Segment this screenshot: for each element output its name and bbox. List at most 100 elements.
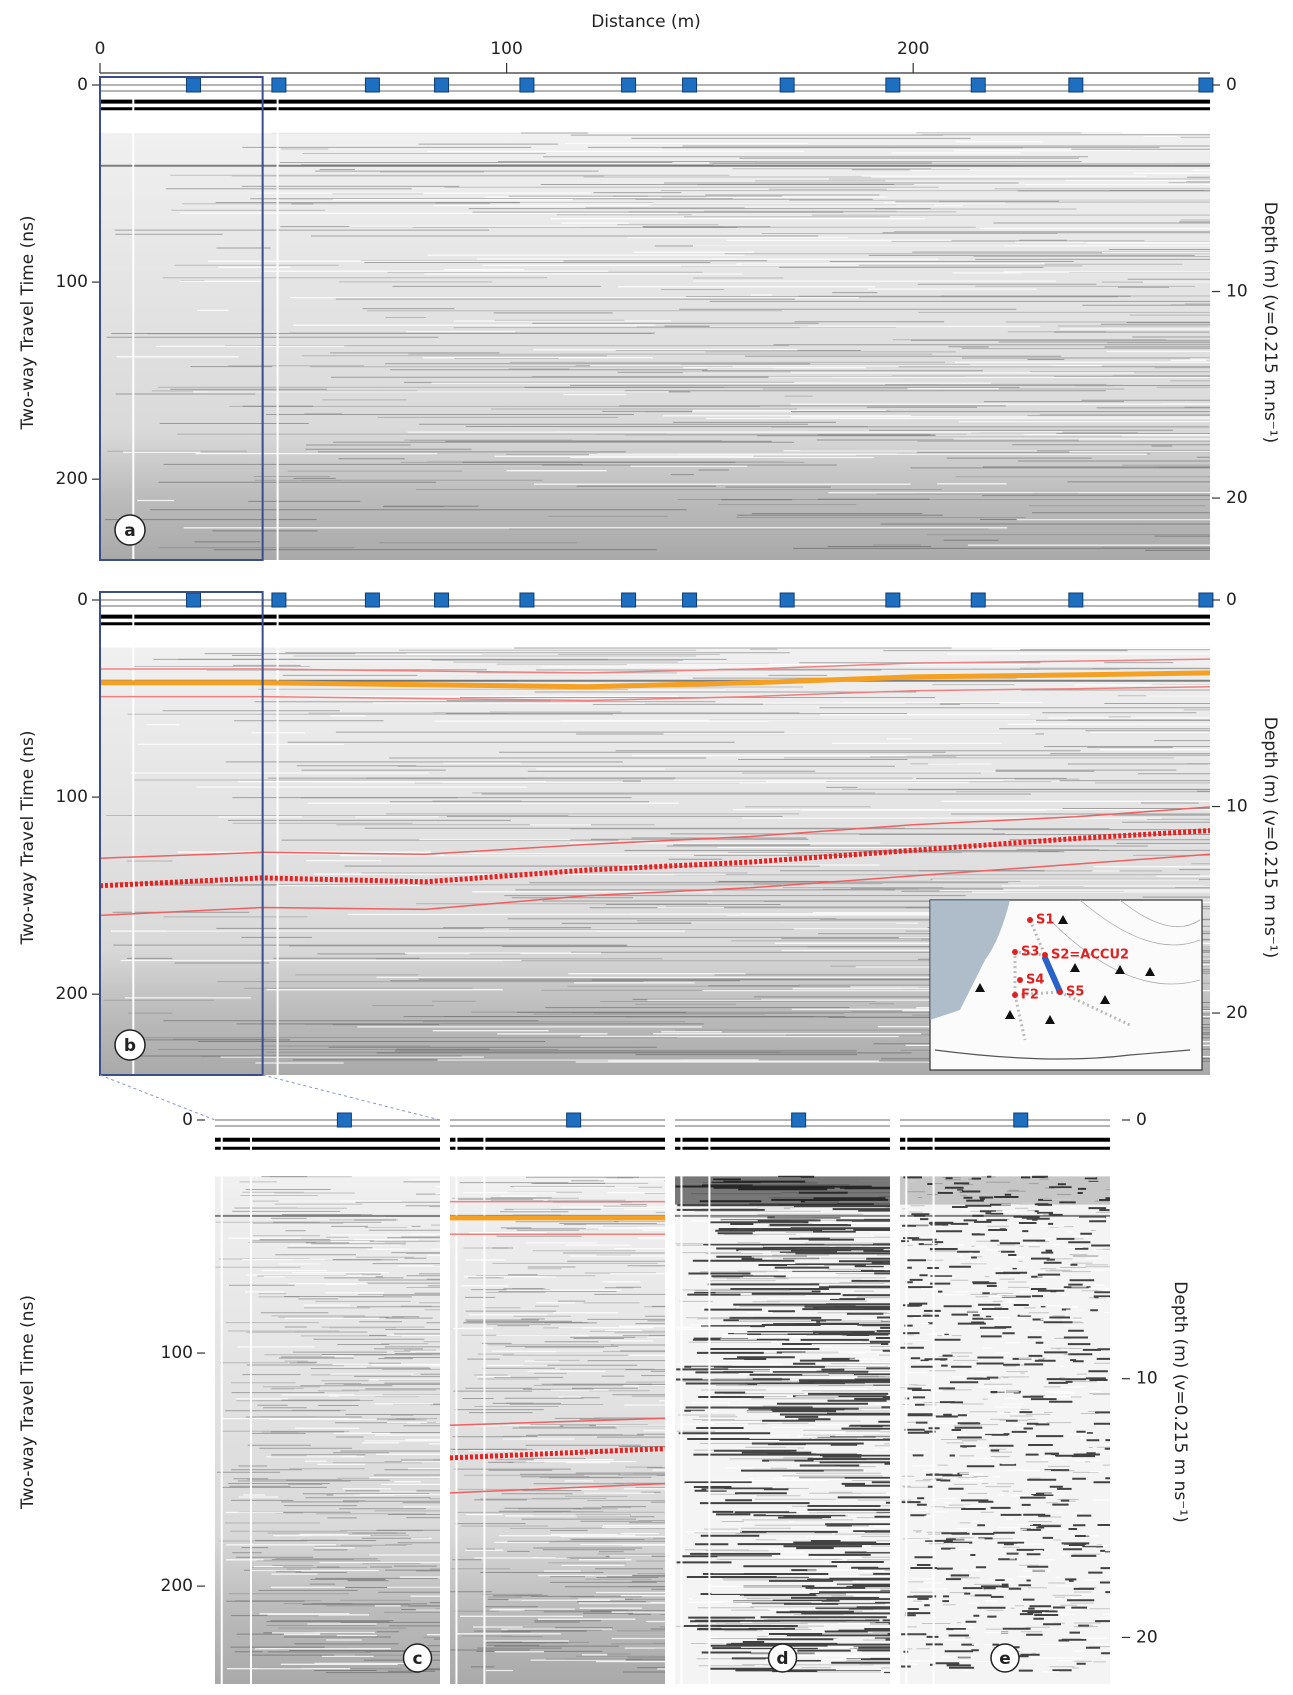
reflection-mid xyxy=(900,1176,1110,1669)
survey-marker xyxy=(1068,77,1084,93)
radargram xyxy=(450,1119,665,1684)
reflection-white xyxy=(222,1178,440,1670)
horizon xyxy=(100,670,1210,690)
inset-contours xyxy=(1049,899,1201,985)
panel-label: b xyxy=(124,1036,136,1056)
radargram xyxy=(100,84,1210,560)
y2-axis-title: Depth (m) (v=0.215 m.ns⁻¹) xyxy=(1260,202,1280,443)
survey-marker xyxy=(566,1112,582,1128)
inset-triangle xyxy=(1115,965,1125,974)
y-tick-label: 0 xyxy=(77,590,88,610)
survey-marker xyxy=(779,77,795,93)
y-tick-label: 200 xyxy=(56,469,88,489)
survey-marker xyxy=(336,1112,352,1128)
radargram xyxy=(900,1119,1110,1684)
inset-triangle xyxy=(1070,963,1080,972)
survey-marker xyxy=(682,77,698,93)
inset-site xyxy=(1017,977,1023,983)
inset-triangle xyxy=(1100,995,1110,1004)
x-tick-label: 200 xyxy=(897,39,929,59)
y2-tick-label: 10 xyxy=(1136,1369,1158,1389)
horizon xyxy=(100,806,1210,859)
survey-marker xyxy=(885,77,901,93)
inset-triangle xyxy=(1145,967,1155,976)
reflection-dark xyxy=(450,1176,665,1673)
inset-site xyxy=(1012,949,1018,955)
y2-tick-label: 20 xyxy=(1226,488,1248,508)
inset-rock xyxy=(930,900,1010,1020)
reflection-mid xyxy=(107,132,1210,549)
panel-label-circle xyxy=(767,1643,798,1673)
inset-coast xyxy=(934,1049,1191,1060)
inset-label: S4 xyxy=(1026,973,1044,988)
survey-marker xyxy=(1013,1112,1029,1128)
horizon xyxy=(100,853,1210,917)
inset-triangle xyxy=(1005,1010,1015,1019)
y-axis-title: Two-way Travel Time (ns) xyxy=(18,216,38,431)
y-tick-label: 200 xyxy=(56,984,88,1004)
survey-marker xyxy=(186,77,202,93)
survey-marker xyxy=(682,592,698,608)
y-tick-label: 100 xyxy=(56,787,88,807)
survey-marker xyxy=(434,592,450,608)
y2-tick-label: 0 xyxy=(1136,1110,1147,1130)
survey-marker xyxy=(885,592,901,608)
zoom-connector xyxy=(262,1074,441,1121)
y2-axis-title: Depth (m) (v=0.215 m ns⁻¹) xyxy=(1260,717,1280,958)
inset-triangle xyxy=(1058,915,1068,924)
panel-label-circle xyxy=(990,1643,1020,1673)
survey-marker xyxy=(621,77,637,93)
zoom-box xyxy=(99,76,264,561)
survey-marker xyxy=(970,77,986,93)
horizon xyxy=(100,828,1210,889)
inset-track xyxy=(1013,919,1131,1041)
survey-marker xyxy=(186,592,202,608)
zoom-box xyxy=(99,591,264,1076)
inset-profile xyxy=(1042,955,1063,995)
reflection-band xyxy=(675,1176,890,1205)
inset-label: S5 xyxy=(1066,985,1084,1000)
survey-marker xyxy=(364,77,380,93)
survey-marker xyxy=(364,592,380,608)
reflection-white xyxy=(104,132,1210,546)
y2-tick-label: 0 xyxy=(1226,590,1237,610)
y-tick-label: 100 xyxy=(161,1343,193,1363)
inset-label: S1 xyxy=(1036,913,1054,928)
inset-site xyxy=(1012,992,1018,998)
inset-triangle xyxy=(1045,1015,1055,1024)
panel-label: c xyxy=(412,1649,422,1669)
x-tick-label: 100 xyxy=(490,39,522,59)
horizon xyxy=(100,685,1210,702)
inset-triangle xyxy=(975,983,985,992)
y-tick-label: 100 xyxy=(56,272,88,292)
survey-marker xyxy=(621,592,637,608)
y-tick-label: 200 xyxy=(161,1576,193,1596)
panel-label-circle xyxy=(402,1643,433,1673)
horizon xyxy=(100,658,1210,674)
survey-marker xyxy=(1198,77,1214,93)
y-tick-label: 0 xyxy=(182,1110,193,1130)
y2-tick-label: 10 xyxy=(1226,797,1248,817)
y2-axis-title: Depth (m) (v=0.215 m ns⁻¹) xyxy=(1170,1281,1190,1522)
inset-label: F2 xyxy=(1021,988,1039,1003)
survey-marker xyxy=(791,1112,807,1128)
panel-label: a xyxy=(124,521,135,541)
radargram xyxy=(675,1119,890,1684)
inset-label: S2=ACCU2 xyxy=(1051,948,1129,963)
x-axis-title: Distance (m) xyxy=(591,12,701,32)
y-axis-title: Two-way Travel Time (ns) xyxy=(18,731,38,946)
survey-marker xyxy=(519,592,535,608)
survey-marker xyxy=(779,592,795,608)
reflection-dark xyxy=(900,1175,1110,1672)
inset-site xyxy=(1042,952,1048,958)
panel-label: e xyxy=(999,1649,1011,1669)
survey-marker xyxy=(271,77,287,93)
panel-label-circle xyxy=(114,514,146,546)
y-tick-label: 0 xyxy=(77,75,88,95)
y2-tick-label: 20 xyxy=(1136,1627,1158,1647)
survey-marker xyxy=(1068,592,1084,608)
inset-label: S3 xyxy=(1021,945,1039,960)
survey-marker xyxy=(434,77,450,93)
survey-marker xyxy=(271,592,287,608)
